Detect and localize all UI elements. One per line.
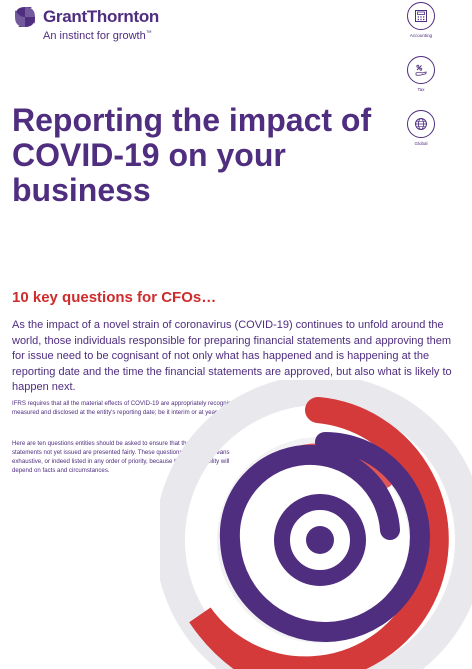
section-subtitle: 10 key questions for CFOs…: [12, 289, 217, 306]
concentric-target-artwork: [160, 380, 472, 669]
purple-spiral-arc: [219, 432, 430, 642]
intro-paragraph: As the impact of a novel strain of coron…: [12, 319, 452, 393]
page-title: Reporting the impact of COVID-19 on your…: [12, 102, 372, 208]
logo-tagline-text: An instinct for growth: [43, 30, 146, 42]
globe-icon: [415, 118, 427, 130]
accounting-badge: Accounting: [406, 2, 436, 38]
center-dot: [306, 526, 334, 554]
tax-badge: Tax: [406, 56, 436, 92]
grant-thornton-logo: GrantThornton An instinct for growth™: [12, 4, 159, 42]
percent-tax-icon: [415, 64, 427, 76]
calculator-icon: [415, 10, 427, 22]
purple-ring: [274, 494, 366, 586]
body-paragraph-2: Here are ten questions entities should b…: [12, 440, 230, 474]
tax-label: Tax: [417, 87, 425, 92]
logo-tagline: An instinct for growth™: [43, 30, 159, 42]
global-label: Global: [414, 141, 428, 146]
global-badge: Global: [406, 110, 436, 146]
trademark-symbol: ™: [145, 30, 152, 37]
logo-mark-icon: [15, 7, 35, 27]
accounting-label: Accounting: [409, 33, 433, 38]
logo-name: GrantThornton: [43, 7, 160, 26]
body-paragraph-1: IFRS requires that all the material effe…: [12, 400, 240, 416]
red-outer-arc: [189, 397, 449, 669]
